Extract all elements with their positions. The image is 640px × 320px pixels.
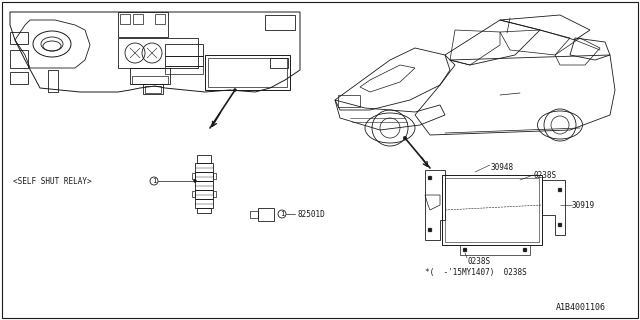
Text: 0238S: 0238S [467, 257, 490, 266]
Bar [195, 163, 213, 172]
Bar [130, 68, 170, 84]
Circle shape [193, 180, 196, 182]
Bar [133, 14, 143, 24]
Bar [10, 72, 28, 84]
Bar [10, 50, 28, 68]
Text: A1B4001106: A1B4001106 [556, 303, 606, 312]
Bar [155, 14, 165, 24]
Text: 30919: 30919 [572, 201, 595, 210]
Bar [197, 155, 211, 163]
Bar [118, 12, 168, 37]
Bar [143, 84, 163, 94]
Bar [48, 70, 58, 92]
Bar [132, 76, 168, 84]
Bar [442, 175, 542, 245]
Bar [120, 14, 130, 24]
Bar [192, 191, 195, 197]
Bar [118, 38, 198, 68]
Bar [205, 55, 290, 90]
Circle shape [428, 176, 432, 180]
Bar [197, 208, 211, 213]
Text: 82501D: 82501D [297, 210, 324, 219]
Text: 0238S: 0238S [533, 171, 556, 180]
Bar [213, 191, 216, 197]
Text: *(  -'15MY1407)  0238S: *( -'15MY1407) 0238S [425, 268, 527, 276]
Bar [165, 66, 203, 74]
Circle shape [523, 248, 527, 252]
Text: <SELF SHUT RELAY>: <SELF SHUT RELAY> [13, 177, 92, 186]
Bar [208, 58, 287, 87]
Bar [195, 181, 213, 190]
Bar [192, 173, 195, 179]
Bar [195, 199, 213, 208]
Bar [165, 56, 203, 66]
Bar [265, 15, 295, 30]
Bar [445, 178, 539, 242]
Circle shape [403, 136, 407, 140]
Bar [145, 86, 161, 93]
Bar [195, 190, 213, 199]
Circle shape [428, 228, 432, 232]
Bar [270, 58, 288, 68]
Circle shape [234, 89, 237, 92]
Text: 30948: 30948 [490, 163, 513, 172]
Circle shape [463, 248, 467, 252]
Bar [258, 208, 274, 221]
Bar [213, 173, 216, 179]
Bar [338, 95, 360, 107]
Circle shape [558, 188, 562, 192]
Bar [195, 172, 213, 181]
Text: 1: 1 [152, 178, 156, 184]
Circle shape [558, 223, 562, 227]
Bar [10, 32, 28, 44]
Bar [165, 44, 203, 56]
Text: 1: 1 [280, 211, 284, 217]
